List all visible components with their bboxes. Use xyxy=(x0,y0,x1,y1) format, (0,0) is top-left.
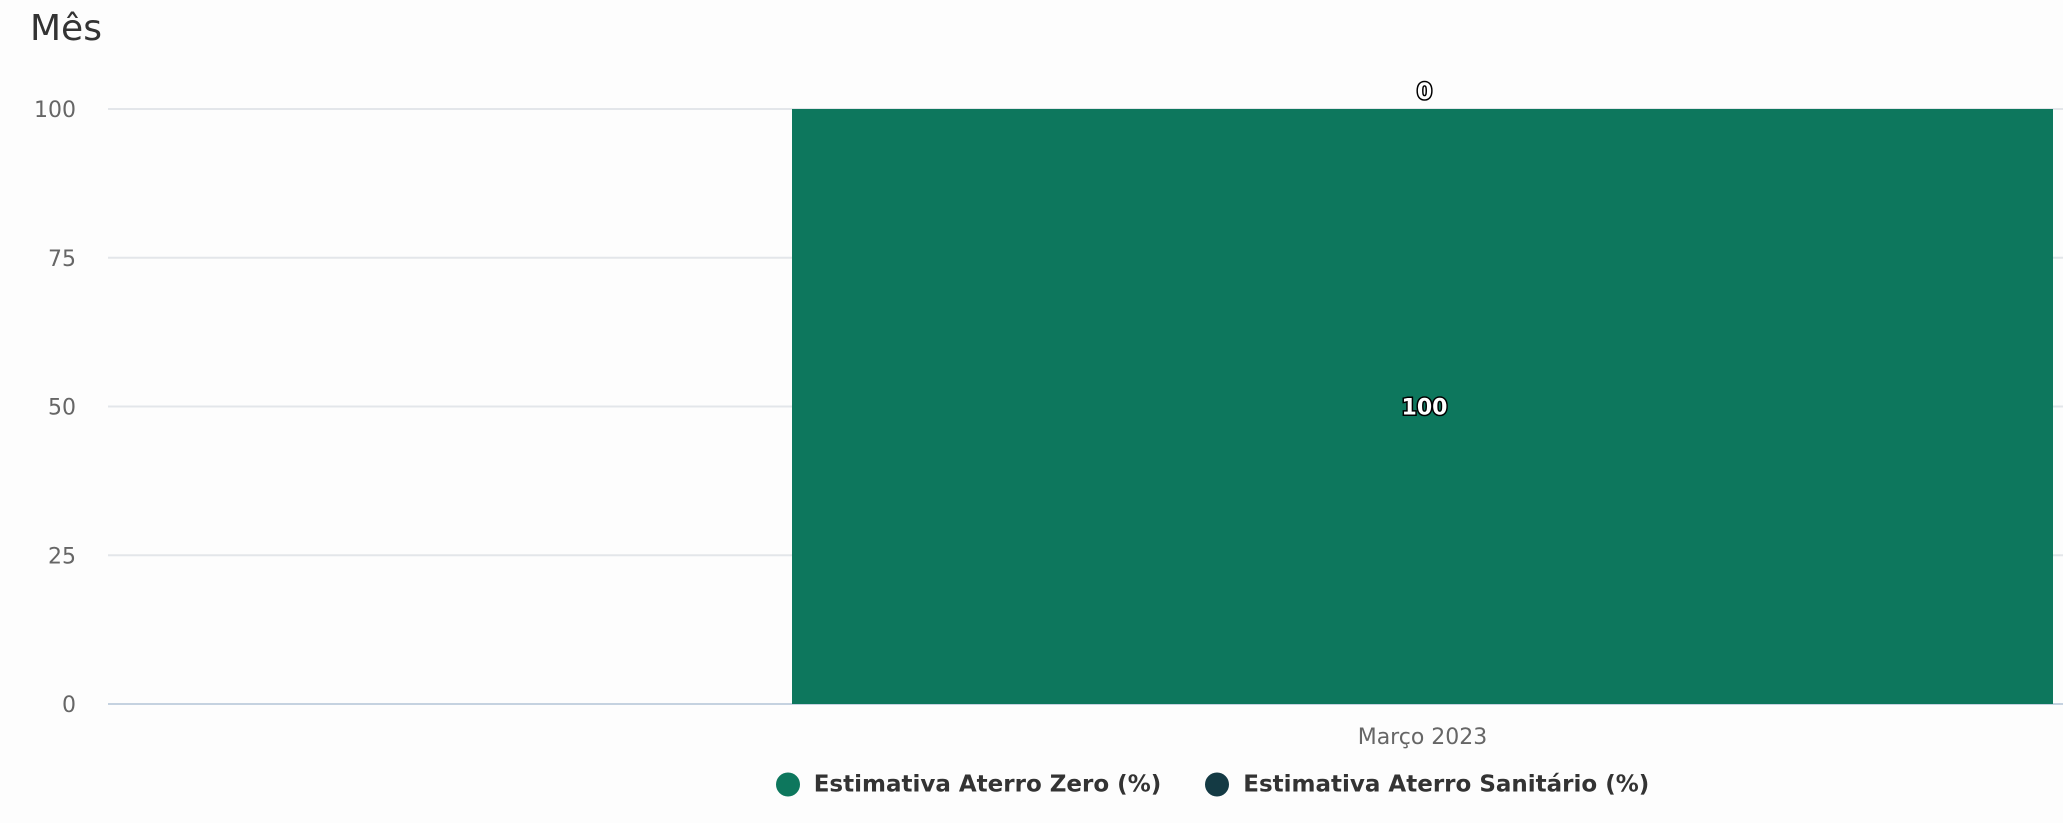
y-axis-ticks: 0 25 50 75 100 xyxy=(34,98,76,718)
bar xyxy=(792,109,2053,704)
data-label: 100 xyxy=(1402,396,1448,421)
y-tick-label: 75 xyxy=(48,247,76,272)
legend-item[interactable]: Estimativa Aterro Sanitário (%) xyxy=(1205,772,1649,798)
y-tick-label: 0 xyxy=(62,693,76,718)
legend: Estimativa Aterro Zero (%) Estimativa Ate… xyxy=(0,772,2063,801)
data-label: 0 xyxy=(1417,80,1432,105)
legend-label: Estimativa Aterro Zero (%) xyxy=(813,771,1162,798)
y-tick-label: 50 xyxy=(48,396,76,421)
x-tick-label: Março 2023 xyxy=(1358,725,1488,750)
y-tick-label: 25 xyxy=(48,544,76,569)
data-labels: 100 0 xyxy=(1400,79,1449,423)
bars xyxy=(792,109,2053,704)
legend-swatch xyxy=(1205,772,1230,797)
legend-label: Estimativa Aterro Sanitário (%) xyxy=(1243,771,1650,798)
x-axis-ticks: Março 2023 xyxy=(1358,725,1488,750)
legend-item[interactable]: Estimativa Aterro Zero (%) xyxy=(775,771,1162,798)
chart-title: Mês xyxy=(30,8,102,49)
y-tick-label: 100 xyxy=(34,98,76,123)
legend-swatch xyxy=(775,772,800,797)
